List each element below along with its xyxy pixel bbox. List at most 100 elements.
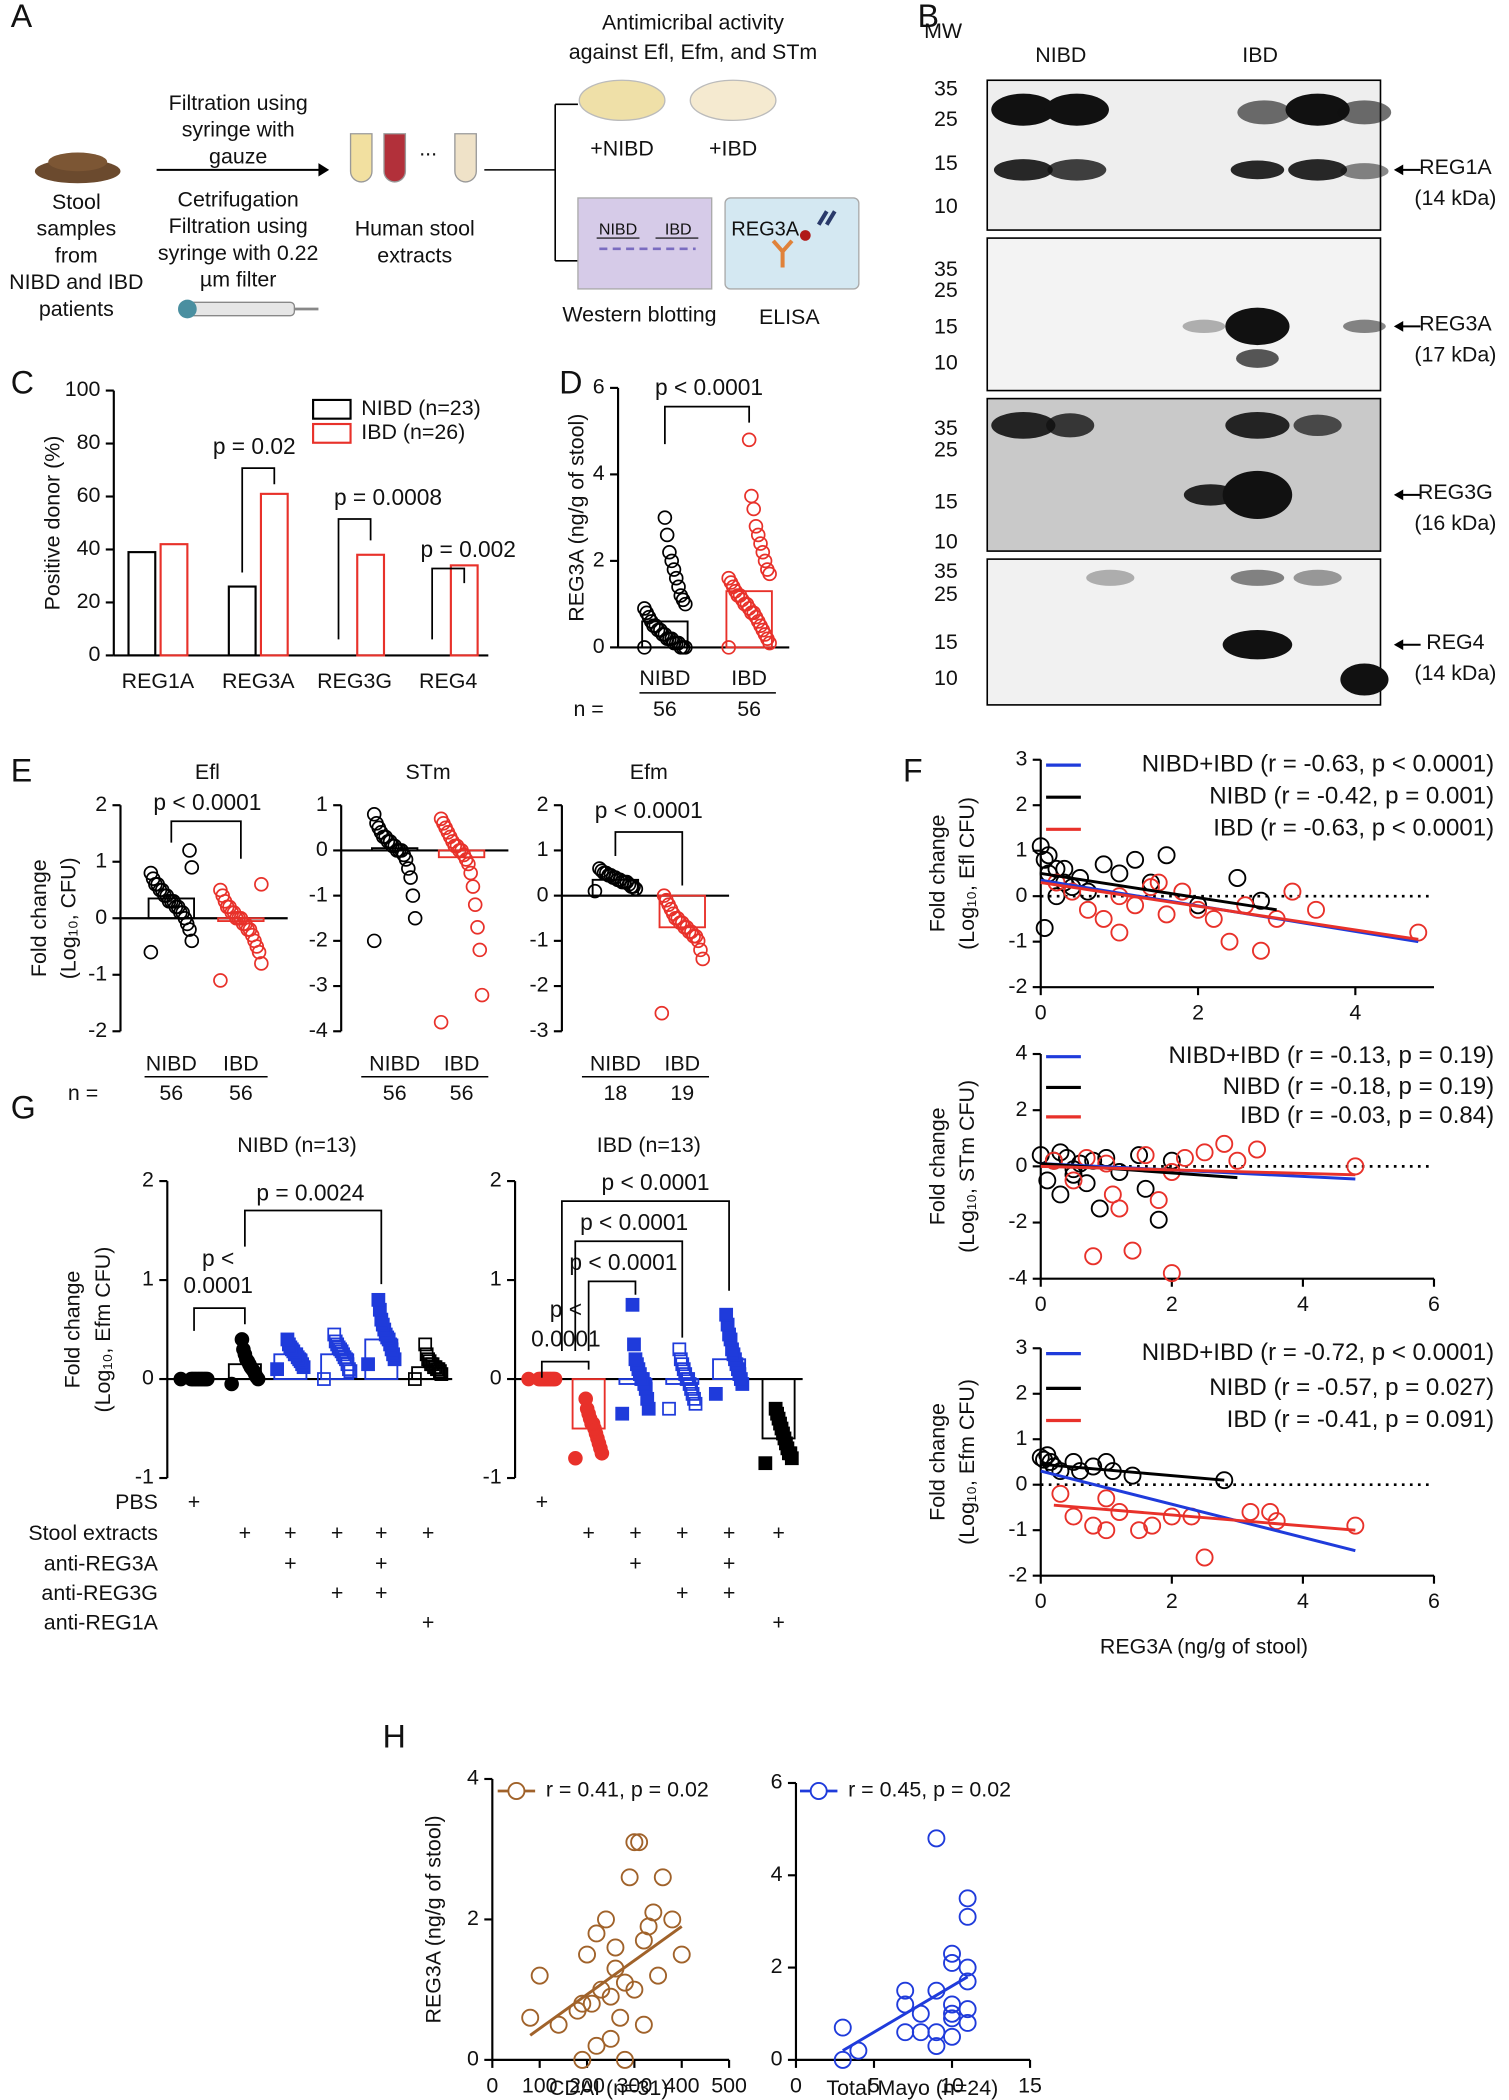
- data-point: [418, 1337, 433, 1352]
- data-point: [1261, 1503, 1280, 1521]
- mw-label: 10: [934, 194, 958, 218]
- panel-label: F: [903, 753, 923, 789]
- n-label: n =: [573, 697, 603, 721]
- data-point: [424, 1357, 438, 1372]
- data-point: [659, 527, 675, 543]
- blot-band: [1340, 663, 1389, 696]
- y-tick-label: 4: [467, 1766, 479, 1790]
- data-point: [369, 816, 384, 831]
- data-point: [582, 1994, 601, 2013]
- data-point: [1162, 1264, 1181, 1283]
- data-point: [596, 865, 612, 881]
- elisa-label: REG3A: [731, 218, 800, 240]
- y-tick-label: 0: [1015, 883, 1027, 907]
- workflow-text: Stool: [52, 190, 101, 214]
- y-tick-label: -3: [529, 1018, 548, 1042]
- y-tick-label: -2: [88, 1018, 107, 1042]
- data-point: [1038, 1171, 1057, 1190]
- p-value: p < 0.0001: [153, 789, 261, 815]
- y-tick-label: -2: [1008, 1562, 1027, 1586]
- data-point: [721, 570, 736, 586]
- data-point: [403, 870, 418, 885]
- workflow-text: ...: [419, 136, 437, 160]
- protein-size: (16 kDa): [1414, 511, 1496, 535]
- condition-mark: +: [676, 1521, 689, 1545]
- mw-label: 15: [934, 490, 958, 514]
- data-point: [1215, 1134, 1234, 1153]
- data-point: [1051, 1484, 1070, 1503]
- condition-mark: +: [582, 1521, 595, 1545]
- y-tick-label: -1: [135, 1465, 154, 1489]
- significance-bracket: [664, 405, 751, 445]
- condition-label: PBS: [115, 1490, 158, 1514]
- mw-label: 25: [934, 582, 958, 606]
- panel-label: D: [559, 365, 582, 401]
- blot-band: [1237, 100, 1291, 125]
- x-tick-label: NIBD: [639, 666, 690, 690]
- blot-lane-label: NIBD: [599, 220, 637, 238]
- data-point: [1267, 1512, 1286, 1531]
- data-point: [1149, 1210, 1168, 1229]
- y-tick-label: -2: [529, 973, 548, 997]
- data-point: [927, 1829, 946, 1848]
- significance-bracket: [574, 1240, 684, 1351]
- y-tick-label: 40: [77, 536, 101, 560]
- data-point: [625, 1833, 644, 1852]
- significance-bracket: [614, 831, 684, 886]
- data-point: [408, 1372, 422, 1386]
- y-axis-label: (Log₁₀, Efm CFU): [91, 1247, 115, 1413]
- data-point: [1084, 1247, 1103, 1266]
- data-point: [422, 1354, 437, 1369]
- y-tick-label: 0: [490, 1366, 502, 1390]
- data-point: [630, 1833, 649, 1852]
- fit-line: [529, 1925, 683, 2037]
- data-point: [317, 1372, 331, 1386]
- workflow-text: extracts: [377, 243, 452, 267]
- data-point: [695, 951, 711, 967]
- data-point: [521, 2008, 540, 2027]
- x-tick-label: NIBD: [590, 1051, 641, 1075]
- y-axis-label: (Log₁₀, Efl CFU): [955, 797, 979, 950]
- significance-bracket: [170, 820, 242, 859]
- condition-label: anti-REG3G: [41, 1581, 157, 1605]
- significance-bracket: [561, 1200, 730, 1351]
- data-point: [1136, 1179, 1155, 1198]
- p-value: p < 0.0001: [602, 1169, 710, 1195]
- data-point: [615, 1406, 630, 1421]
- y-tick-label: 0: [1015, 1471, 1027, 1495]
- chart-title: Efl: [195, 760, 220, 784]
- blot-band: [1182, 319, 1226, 334]
- data-point: [234, 1332, 250, 1347]
- data-point: [1103, 1185, 1122, 1204]
- data-point: [1039, 846, 1058, 865]
- workflow-text: from: [55, 243, 98, 267]
- p-value: p <: [550, 1296, 582, 1322]
- chart-title: IBD (n=13): [597, 1133, 701, 1157]
- chart-title: Efm: [630, 760, 668, 784]
- data-point: [1149, 1191, 1168, 1210]
- legend-label: NIBD (n=23): [361, 396, 480, 420]
- data-point: [1136, 1146, 1155, 1165]
- y-tick-label: -2: [309, 928, 328, 952]
- x-tick-label: IBD: [664, 1051, 700, 1075]
- y-tick-label: 80: [77, 430, 101, 454]
- x-tick-label: IBD: [223, 1051, 259, 1075]
- data-point: [644, 1903, 663, 1922]
- x-tick-label: 400: [664, 2073, 700, 2097]
- data-point: [627, 1337, 641, 1352]
- legend-label: IBD (r = -0.03, p = 0.84): [1240, 1102, 1494, 1129]
- data-point: [465, 879, 481, 894]
- p-value: p < 0.0001: [569, 1249, 677, 1275]
- plate-label: +IBD: [709, 136, 757, 160]
- workflow-text: syringe with: [182, 118, 295, 142]
- y-tick-label: -1: [88, 961, 107, 985]
- mean-bar: [725, 590, 773, 649]
- workflow-text: µm filter: [200, 268, 276, 292]
- blot-band: [1225, 307, 1290, 346]
- data-point: [668, 570, 684, 586]
- mean-bar: [641, 620, 689, 649]
- data-point: [1143, 1516, 1162, 1535]
- y-tick-label: 2: [1015, 792, 1027, 816]
- y-tick-label: 3: [1015, 746, 1027, 770]
- data-point: [755, 544, 771, 560]
